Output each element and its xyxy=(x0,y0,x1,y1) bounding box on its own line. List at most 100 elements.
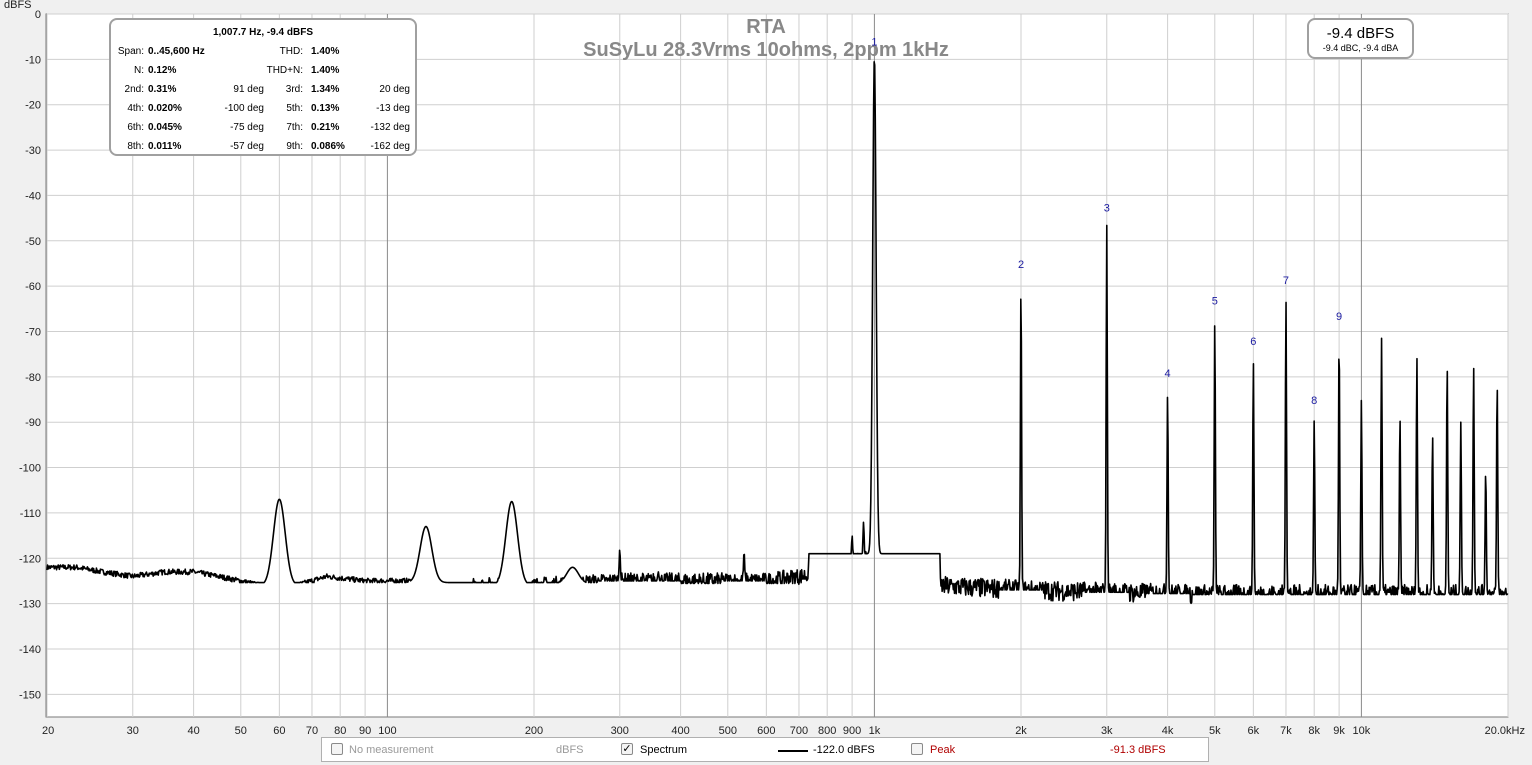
spectrum-label: Spectrum xyxy=(640,744,688,756)
distortion-metric-value: 1.34% xyxy=(311,84,340,95)
distortion-phase-value: -132 deg xyxy=(370,122,410,133)
peak-label: Peak xyxy=(930,744,956,756)
distortion-metric-value: 0.086% xyxy=(311,141,345,152)
y-tick-label: -20 xyxy=(25,100,41,112)
x-tick-label: 60 xyxy=(273,725,285,737)
x-tick-label: 8k xyxy=(1308,725,1320,737)
x-tick-label: 100 xyxy=(378,725,396,737)
distortion-phase-value: -162 deg xyxy=(370,141,410,152)
spectrum-value: -122.0 dBFS xyxy=(813,744,875,756)
spectrum-trace xyxy=(46,61,1509,605)
y-tick-label: -100 xyxy=(19,463,41,475)
x-tick-label: 10k xyxy=(1353,725,1371,737)
distortion-metric-value: 0.12% xyxy=(148,65,177,76)
distortion-phase-value: -100 deg xyxy=(224,103,264,114)
distortion-metric-value: 0.21% xyxy=(311,122,340,133)
tick-labels: 0 -10 -20 -30 -40 -50 -60 -70 -80 -90 -100 -110 -120… xyxy=(19,9,1525,737)
y-tick-label: -80 xyxy=(25,372,41,384)
level-readout-panel: -9.4 dBFS -9.4 dBC, -9.4 dBA xyxy=(1307,18,1414,59)
x-tick-label: 700 xyxy=(790,725,808,737)
y-tick-label: -120 xyxy=(19,553,41,565)
distortion-metric-value: 0.011% xyxy=(148,141,182,152)
x-tick-label: 600 xyxy=(757,725,775,737)
harmonic-marker-label: 2 xyxy=(1018,259,1024,271)
distortion-phase-value: -75 deg xyxy=(230,122,264,133)
x-tick-label: 90 xyxy=(359,725,371,737)
harmonic-marker-label: 6 xyxy=(1250,336,1256,348)
y-tick-label: -130 xyxy=(19,599,41,611)
x-tick-label: 6k xyxy=(1248,725,1260,737)
distortion-phase-value: -57 deg xyxy=(230,141,264,152)
x-tick-label: 900 xyxy=(843,725,861,737)
no-measurement-unit: dBFS xyxy=(556,744,584,756)
distortion-phase-value: 91 deg xyxy=(233,84,264,95)
y-tick-label: -30 xyxy=(25,145,41,157)
y-tick-label: -50 xyxy=(25,236,41,248)
distortion-metric-label: 5th: xyxy=(286,103,303,114)
distortion-readout-panel: 1,007.7 Hz, -9.4 dBFS Span: 0..45,600 Hz T… xyxy=(109,18,417,156)
x-tick-label: 2k xyxy=(1015,725,1027,737)
distortion-metric-label: 9th: xyxy=(286,141,303,152)
harmonic-marker-label: 1 xyxy=(871,37,877,49)
harmonic-marker-label: 8 xyxy=(1311,395,1317,407)
x-tick-label: 3k xyxy=(1101,725,1113,737)
distortion-metric-label: THD: xyxy=(279,46,303,57)
distortion-metric-label: 2nd: xyxy=(124,84,144,95)
no-measurement-checkbox[interactable] xyxy=(331,743,343,755)
distortion-metric-value: 1.40% xyxy=(311,46,340,57)
y-tick-label: -90 xyxy=(25,417,41,429)
distortion-metric-label: 3rd: xyxy=(285,84,303,95)
x-tick-label: 30 xyxy=(127,725,139,737)
x-tick-label: 200 xyxy=(525,725,543,737)
distortion-metric-label: Span: xyxy=(117,46,144,57)
y-tick-label: -40 xyxy=(25,190,41,202)
x-tick-label: 800 xyxy=(818,725,836,737)
no-measurement-label: No measurement xyxy=(349,744,434,756)
distortion-row: 6th: 0.045% -75 deg 7th: 0.21% -132 deg xyxy=(111,122,415,136)
x-tick-label: 40 xyxy=(187,725,199,737)
harmonic-marker-label: 9 xyxy=(1336,311,1342,323)
distortion-row: N: 0.12% THD+N: 1.40% xyxy=(111,65,415,79)
x-tick-label: 9k xyxy=(1333,725,1345,737)
y-tick-label: -60 xyxy=(25,281,41,293)
x-tick-label: 500 xyxy=(719,725,737,737)
peak-checkbox[interactable] xyxy=(911,743,923,755)
harmonic-marker-label: 7 xyxy=(1283,275,1289,287)
distortion-metric-label: 8th: xyxy=(127,141,144,152)
spectrum-line-swatch xyxy=(778,750,808,752)
harmonic-marker-label: 5 xyxy=(1212,295,1218,307)
x-tick-label: 1k xyxy=(869,725,881,737)
distortion-phase-value: 20 deg xyxy=(379,84,410,95)
y-tick-label: -110 xyxy=(20,508,41,520)
distortion-row: 2nd: 0.31% 91 deg 3rd: 1.34% 20 deg xyxy=(111,84,415,98)
x-tick-label: 20.0kHz xyxy=(1485,725,1525,737)
distortion-metric-value: 0.020% xyxy=(148,103,182,114)
spectrum-checkbox[interactable]: ✓ xyxy=(621,743,633,755)
chart-title: RTA xyxy=(746,16,786,38)
harmonic-markers: 1 2 3 4 5 6 7 8 9 xyxy=(871,37,1342,407)
distortion-metric-value: 0.045% xyxy=(148,122,182,133)
distortion-phase-value: -13 deg xyxy=(376,103,410,114)
x-tick-label: 50 xyxy=(235,725,247,737)
distortion-row: 8th: 0.011% -57 deg 9th: 0.086% -162 deg xyxy=(111,141,415,155)
x-tick-label: 80 xyxy=(334,725,346,737)
x-tick-label: 4k xyxy=(1162,725,1174,737)
harmonic-marker-label: 4 xyxy=(1165,368,1171,380)
y-tick-label: -70 xyxy=(25,326,41,338)
distortion-metric-value: 0.13% xyxy=(311,103,340,114)
chart-subtitle: SuSyLu 28.3Vrms 10ohms, 2ppm 1kHz xyxy=(583,39,949,61)
x-tick-label: 7k xyxy=(1280,725,1292,737)
distortion-row: 4th: 0.020% -100 deg 5th: 0.13% -13 deg xyxy=(111,103,415,117)
distortion-row: Span: 0..45,600 Hz THD: 1.40% xyxy=(111,46,415,60)
harmonic-marker-label: 3 xyxy=(1104,202,1110,214)
distortion-metric-value: 0..45,600 Hz xyxy=(148,46,205,57)
x-tick-label: 70 xyxy=(306,725,318,737)
x-tick-label: 5k xyxy=(1209,725,1221,737)
x-tick-label: 20 xyxy=(42,725,54,737)
distortion-header: 1,007.7 Hz, -9.4 dBFS xyxy=(212,27,314,38)
x-tick-label: 300 xyxy=(611,725,629,737)
level-main-value: -9.4 dBFS xyxy=(1326,25,1395,42)
legend-bar: No measurement dBFS ✓ Spectrum -122.0 dB… xyxy=(321,737,1209,762)
y-axis-label: dBFS xyxy=(4,0,32,11)
